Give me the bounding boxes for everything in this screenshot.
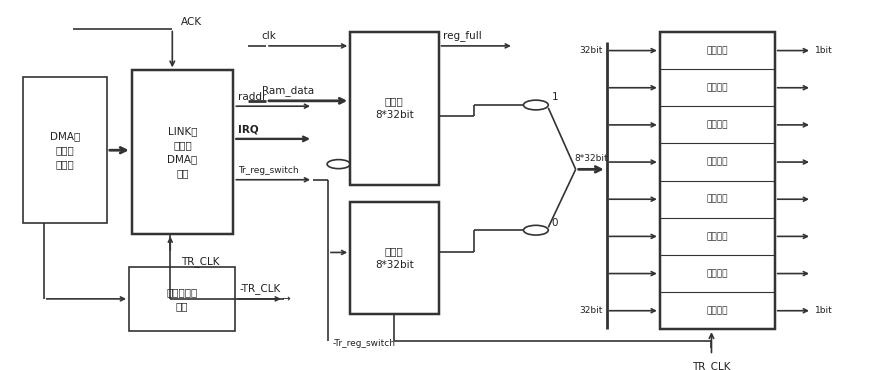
Text: 1bit: 1bit bbox=[815, 306, 833, 315]
Text: 并串转换: 并串转换 bbox=[706, 195, 728, 204]
Bar bbox=[132, 70, 233, 234]
Text: 并串转换: 并串转换 bbox=[706, 158, 728, 166]
Bar bbox=[350, 202, 439, 314]
Text: 0: 0 bbox=[552, 218, 558, 228]
Text: 乒缓存
8*32bit: 乒缓存 8*32bit bbox=[375, 246, 414, 270]
Text: 并串转换: 并串转换 bbox=[706, 269, 728, 278]
Text: 8*32bit: 8*32bit bbox=[574, 154, 608, 164]
Text: 随路时钟发
生器: 随路时钟发 生器 bbox=[167, 287, 198, 311]
Text: 并串转换: 并串转换 bbox=[706, 232, 728, 241]
Text: 并串转换: 并串转换 bbox=[706, 46, 728, 55]
Bar bbox=[350, 32, 439, 185]
Text: 乒缓存
8*32bit: 乒缓存 8*32bit bbox=[375, 97, 414, 121]
Text: 1: 1 bbox=[552, 92, 558, 102]
Text: 32bit: 32bit bbox=[579, 46, 603, 55]
Text: reg_full: reg_full bbox=[443, 30, 482, 41]
Text: 并串转换: 并串转换 bbox=[706, 120, 728, 130]
Text: 并串转换: 并串转换 bbox=[706, 306, 728, 315]
Text: IRQ: IRQ bbox=[237, 124, 259, 134]
Text: ACK: ACK bbox=[181, 17, 202, 27]
Text: clk: clk bbox=[261, 31, 276, 41]
Bar bbox=[660, 32, 774, 329]
Text: LINK口
发送端
DMA控
制器: LINK口 发送端 DMA控 制器 bbox=[167, 126, 198, 178]
Text: -Tr_reg_switch: -Tr_reg_switch bbox=[332, 339, 395, 348]
Text: DMA传
输控制
寄存器: DMA传 输控制 寄存器 bbox=[50, 131, 80, 169]
Bar bbox=[129, 267, 235, 331]
Text: -TR_CLK: -TR_CLK bbox=[239, 283, 281, 295]
Text: TR_CLK: TR_CLK bbox=[181, 256, 220, 267]
Text: 并串转换: 并串转换 bbox=[706, 83, 728, 92]
Text: →: → bbox=[281, 294, 290, 304]
Text: 1bit: 1bit bbox=[815, 46, 833, 55]
Text: Tr_reg_switch: Tr_reg_switch bbox=[237, 166, 299, 175]
Text: raddr: raddr bbox=[237, 92, 266, 102]
Text: Ram_data: Ram_data bbox=[261, 85, 314, 96]
Text: TR_CLK: TR_CLK bbox=[692, 361, 731, 370]
Bar bbox=[23, 77, 107, 223]
Text: 32bit: 32bit bbox=[579, 306, 603, 315]
